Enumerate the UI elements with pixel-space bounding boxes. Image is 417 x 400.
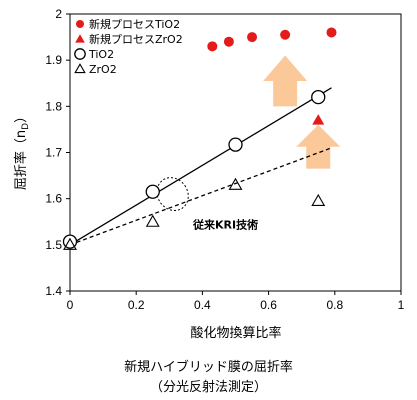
x-tick-label: 0.4 [194, 298, 211, 312]
legend-entry-label: 新規プロセスZrO2 [89, 32, 183, 46]
chart-marks [62, 27, 337, 250]
up-arrow [296, 124, 341, 169]
y-axis-ticks: 1.4 1.5 1.6 1.7 1.8 1.9 2 [45, 7, 70, 298]
legend-entry-label: ZrO2 [89, 63, 117, 76]
legend-marker [74, 63, 86, 74]
caption-title: 新規ハイブリッド膜の屈折率 [124, 360, 293, 375]
y-axis-label-close: ） [14, 110, 29, 123]
data-point-series-3 [228, 137, 243, 152]
chart-extras: 従来KRI技術 [156, 55, 341, 232]
y-axis-label-subscript: D [21, 123, 31, 130]
data-point-series-4 [145, 214, 160, 227]
y-tick-label: 1.6 [45, 192, 62, 206]
data-point-series-2 [312, 114, 325, 125]
y-tick-label: 1.7 [45, 146, 62, 160]
x-tick-label: 0 [67, 298, 74, 312]
legend-entry-label: TiO2 [88, 48, 114, 61]
y-tick-label: 1.4 [45, 284, 62, 298]
legend-marker [76, 20, 84, 28]
legend-entry-label: 新規プロセスTiO2 [89, 17, 180, 31]
y-tick-label: 2 [55, 7, 62, 21]
y-tick-label: 1.5 [45, 238, 62, 252]
x-tick-label: 1 [398, 298, 405, 312]
data-point-series-3 [311, 89, 326, 105]
fit-line [69, 87, 332, 246]
legend-marker [74, 48, 86, 60]
y-tick-label: 1.8 [45, 99, 62, 113]
x-tick-label: 0.8 [326, 298, 343, 312]
data-point-series-1 [247, 32, 258, 43]
highlight-ellipse [156, 177, 189, 211]
y-axis-label-main: 屈折率 [13, 151, 29, 190]
x-tick-label: 0.2 [128, 298, 145, 312]
plot-frame [69, 13, 402, 292]
data-point-series-1 [223, 36, 234, 47]
y-axis-label-open: （n [14, 130, 29, 151]
data-point-series-1 [326, 27, 337, 38]
data-point-series-1 [280, 29, 291, 40]
chart-svg: 0 0.2 0.4 0.6 0.8 1 1.4 1.5 1.6 1.7 1.8 1.9 2 従来KRI… [13, 7, 405, 341]
y-axis-label: 屈折率（nD） [13, 110, 31, 190]
legend-marker [75, 34, 85, 43]
data-point-series-3 [145, 184, 160, 199]
plot-axes [69, 13, 402, 292]
fit-line [69, 147, 332, 246]
data-point-series-4 [311, 193, 326, 207]
up-arrow [263, 55, 308, 107]
x-axis-label: 酸化物換算比率 [190, 325, 281, 341]
x-tick-label: 0.6 [260, 298, 277, 312]
data-point-series-4 [228, 177, 243, 190]
data-point-series-1 [207, 41, 218, 52]
y-tick-label: 1.9 [45, 53, 62, 67]
data-point-series-4 [63, 237, 77, 250]
x-axis-ticks: 0 0.2 0.4 0.6 0.8 1 [67, 291, 405, 312]
annotation-label: 従来KRI技術 [192, 218, 258, 232]
caption-subtitle: （分光反射法測定） [149, 380, 267, 395]
